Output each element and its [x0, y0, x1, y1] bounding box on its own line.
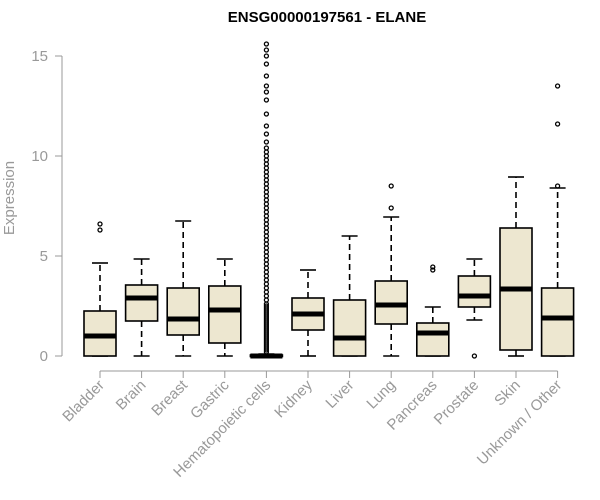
- outlier-point: [263, 145, 270, 151]
- outlier-point: [263, 47, 270, 53]
- box-group: [499, 176, 533, 357]
- outlier-point: [97, 227, 103, 233]
- outlier-point: [263, 123, 270, 129]
- outlier-point: [263, 303, 270, 309]
- outlier-point: [263, 83, 270, 89]
- outlier-point: [471, 353, 478, 359]
- outlier-point: [263, 111, 270, 117]
- outlier-point: [263, 139, 270, 145]
- outlier-point: [388, 183, 394, 189]
- outlier-point: [263, 131, 270, 137]
- box: [208, 285, 242, 344]
- x-tick-label: Liver: [322, 377, 357, 412]
- box: [415, 322, 450, 357]
- outlier-point: [430, 264, 436, 270]
- outlier-point: [97, 221, 103, 227]
- box: [540, 287, 575, 357]
- box: [166, 287, 200, 336]
- x-tick-label: Prostate: [431, 377, 483, 429]
- outlier-point: [263, 97, 270, 103]
- box-group: [291, 269, 325, 357]
- box-group: [374, 183, 409, 357]
- box-group: [208, 258, 242, 357]
- y-axis: 0 5 10 15: [31, 48, 63, 365]
- y-tick-label: 5: [40, 248, 48, 265]
- box-group: [83, 221, 117, 357]
- box-group: [457, 258, 492, 359]
- x-tick-label: Lung: [363, 377, 399, 413]
- box-group: [124, 258, 159, 357]
- outlier-point: [388, 205, 394, 211]
- outlier-point: [554, 121, 561, 127]
- x-tick-label: Bladder: [59, 377, 108, 426]
- outlier-point: [263, 53, 270, 59]
- outlier-point: [263, 61, 270, 67]
- box-group: [415, 264, 450, 357]
- x-tick-label: Skin: [491, 377, 524, 410]
- box: [457, 275, 492, 308]
- box-group: [166, 220, 200, 357]
- box-group: [540, 83, 575, 357]
- x-tick-label: Brain: [113, 377, 150, 414]
- y-tick-label: 15: [31, 48, 48, 65]
- outlier-point: [554, 183, 561, 189]
- box: [332, 299, 367, 357]
- outlier-point: [263, 89, 270, 95]
- y-tick-label: 10: [31, 148, 48, 165]
- box-group: [332, 235, 367, 357]
- outlier-point: [554, 83, 561, 89]
- y-tick-label: 0: [40, 348, 48, 365]
- boxes: [83, 41, 575, 359]
- outlier-point: [430, 267, 436, 273]
- box: [124, 284, 159, 322]
- box-group: [249, 41, 284, 359]
- y-axis-label: Expression: [1, 161, 18, 235]
- x-tick-label: Breast: [148, 376, 191, 419]
- chart-title: ENSG00000197561 - ELANE: [228, 9, 426, 26]
- outlier-point: [263, 73, 270, 79]
- outlier-point: [263, 41, 270, 47]
- x-tick-label: Kidney: [271, 376, 316, 421]
